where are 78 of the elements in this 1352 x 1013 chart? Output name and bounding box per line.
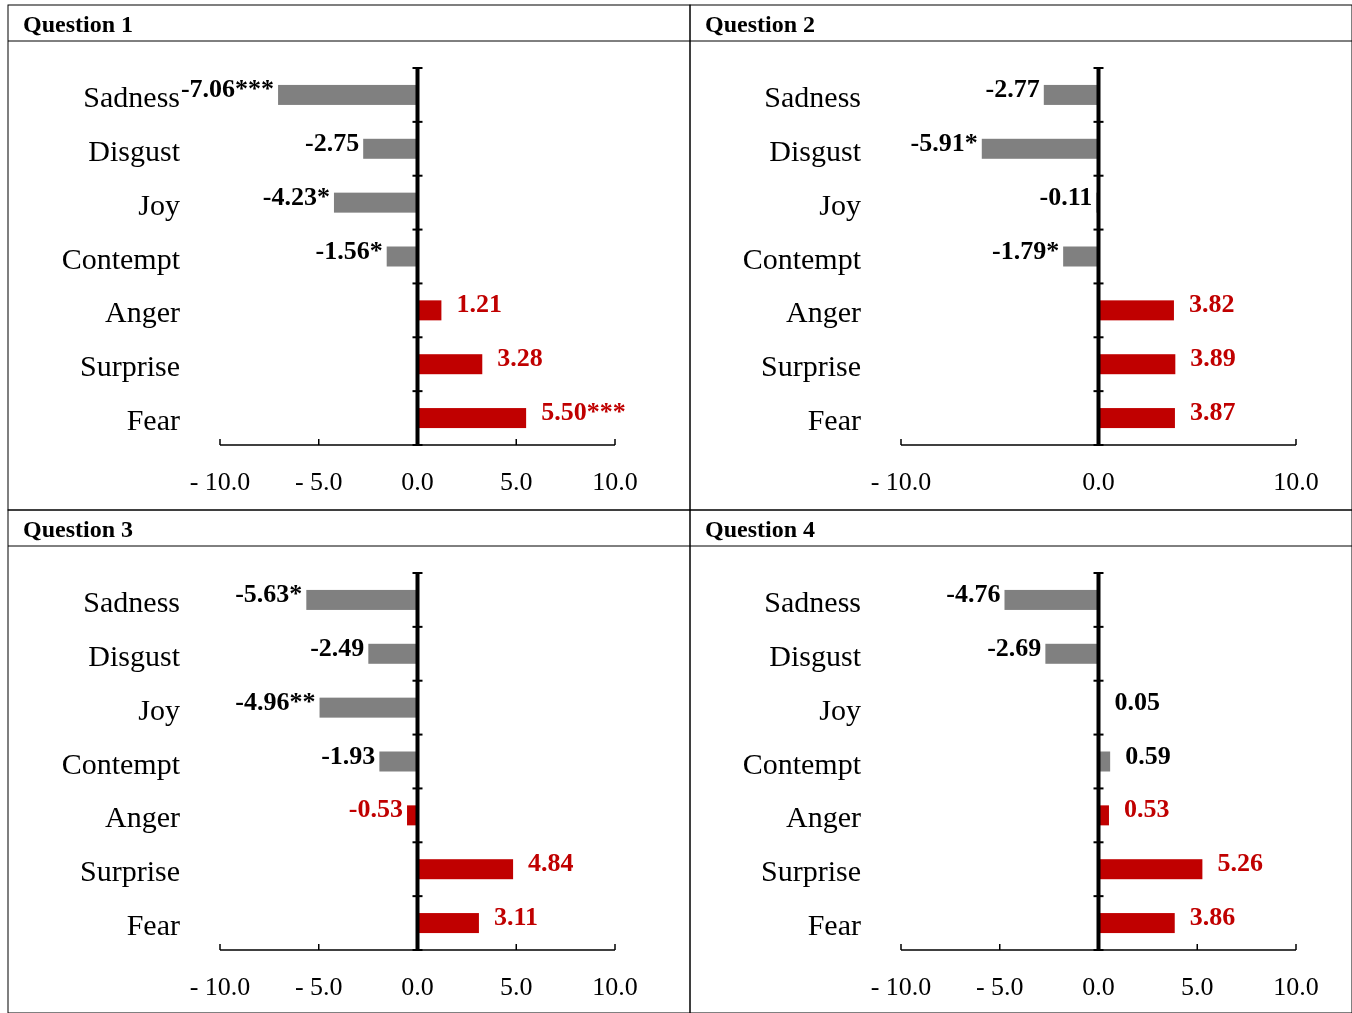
y-tick-label: Joy xyxy=(819,692,861,726)
y-tick-label: Joy xyxy=(138,692,180,726)
data-label: -1.79* xyxy=(991,235,1060,265)
data-label: 3.28 xyxy=(497,343,543,373)
x-tick-label: - 5.0 xyxy=(975,972,1024,1001)
data-label: -2.49 xyxy=(310,632,365,662)
y-tick-label: Anger xyxy=(105,295,180,329)
y-tick-label: Contempt xyxy=(61,746,181,780)
x-tick-label: 0.0 xyxy=(1082,467,1115,496)
y-tick-label: Sadness xyxy=(764,584,861,618)
y-tick-label: Anger xyxy=(786,800,861,834)
data-label: 5.50*** xyxy=(541,397,626,427)
y-tick-label: Contempt xyxy=(61,241,181,275)
data-label: -2.77 xyxy=(985,73,1040,103)
y-tick-label: Fear xyxy=(807,403,861,437)
data-label: -0.53 xyxy=(348,794,404,824)
chart-title: Question 1 xyxy=(23,11,134,37)
data-label: -1.56* xyxy=(315,235,383,265)
data-label: -7.06*** xyxy=(180,73,275,103)
data-label: -4.23* xyxy=(262,181,330,211)
x-tick-label: 10.0 xyxy=(592,972,638,1001)
y-tick-label: Anger xyxy=(786,295,861,329)
y-tick-label: Joy xyxy=(819,187,861,221)
data-label: 5.26 xyxy=(1217,848,1263,878)
y-tick-label: Surprise xyxy=(761,854,861,888)
data-label: 3.87 xyxy=(1189,397,1236,427)
data-label: 3.86 xyxy=(1189,902,1236,932)
data-label: 3.82 xyxy=(1188,289,1235,319)
data-label: 0.59 xyxy=(1125,740,1171,770)
data-label: -4.76 xyxy=(946,578,1001,608)
x-tick-label: - 10.0 xyxy=(189,467,251,496)
x-tick-label: 0.0 xyxy=(401,467,434,496)
y-tick-label: Joy xyxy=(138,187,180,221)
data-label: 0.05 xyxy=(1114,686,1160,716)
y-tick-label: Contempt xyxy=(742,241,862,275)
y-tick-label: Sadness xyxy=(83,79,180,113)
chart-title: Question 4 xyxy=(705,516,816,542)
data-label: 4.84 xyxy=(528,848,574,878)
data-label: -4.96** xyxy=(235,686,316,716)
data-label: -1.93 xyxy=(321,740,376,770)
data-label: 0.53 xyxy=(1123,794,1170,824)
data-label: 3.89 xyxy=(1190,343,1236,373)
x-tick-label: 5.0 xyxy=(1181,972,1214,1001)
y-tick-label: Fear xyxy=(126,908,180,942)
y-tick-label: Fear xyxy=(807,908,861,942)
data-label: 1.21 xyxy=(456,289,502,319)
x-tick-label: 10.0 xyxy=(592,467,638,496)
y-tick-label: Anger xyxy=(105,800,180,834)
x-tick-label: 5.0 xyxy=(500,972,533,1001)
y-tick-label: Surprise xyxy=(80,349,180,383)
data-label: 3.11 xyxy=(493,902,538,932)
x-tick-label: 0.0 xyxy=(1082,972,1115,1001)
y-tick-label: Contempt xyxy=(742,746,862,780)
y-tick-label: Disgust xyxy=(769,638,862,672)
y-tick-label: Sadness xyxy=(83,584,180,618)
data-label: -2.75 xyxy=(305,127,360,157)
x-tick-label: 0.0 xyxy=(401,972,434,1001)
chart-title: Question 2 xyxy=(705,11,816,37)
x-tick-label: - 10.0 xyxy=(189,972,251,1001)
y-tick-label: Disgust xyxy=(88,638,181,672)
x-tick-label: 5.0 xyxy=(500,467,533,496)
data-label: -2.69 xyxy=(987,632,1042,662)
data-label: -5.63* xyxy=(235,578,303,608)
data-label: -0.11 xyxy=(1039,181,1093,211)
x-tick-label: - 5.0 xyxy=(294,972,343,1001)
x-tick-label: - 10.0 xyxy=(870,972,932,1001)
y-tick-label: Disgust xyxy=(88,133,181,167)
y-tick-label: Disgust xyxy=(769,133,862,167)
y-tick-label: Fear xyxy=(126,403,180,437)
x-tick-label: - 5.0 xyxy=(294,467,343,496)
x-tick-label: 10.0 xyxy=(1273,467,1319,496)
y-tick-label: Sadness xyxy=(764,79,861,113)
chart-title: Question 3 xyxy=(23,516,134,542)
y-tick-label: Surprise xyxy=(80,854,180,888)
y-tick-label: Surprise xyxy=(761,349,861,383)
data-label: -5.91* xyxy=(910,127,978,157)
x-tick-label: 10.0 xyxy=(1273,972,1319,1001)
x-tick-label: - 10.0 xyxy=(870,467,932,496)
